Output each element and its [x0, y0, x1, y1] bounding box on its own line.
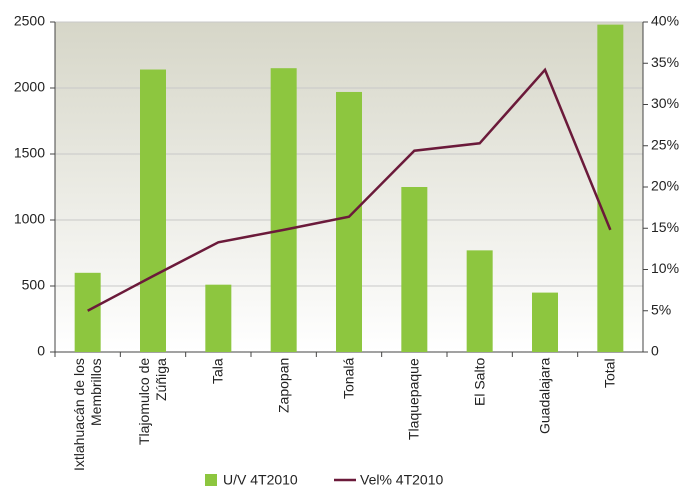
legend-label: U/V 4T2010: [223, 472, 298, 488]
x-tick-label: Zapopan: [275, 358, 292, 414]
y2-tick-label: 35%: [651, 54, 679, 70]
legend-swatch: [205, 474, 217, 486]
y2-tick-label: 0: [651, 343, 659, 359]
x-tick-label: Guadalajara: [536, 358, 553, 435]
line: [87, 67, 612, 312]
y-tick-label: 500: [22, 277, 46, 293]
y2-tick-label: 15%: [651, 219, 679, 235]
x-tick-label: Tala: [209, 358, 226, 384]
legend-label: Vel% 4T2010: [360, 472, 443, 488]
x-tick-label: Tlajomulco de Zúñiga: [136, 358, 169, 446]
bar: [532, 292, 558, 352]
bar: [336, 91, 362, 353]
y-tick-label: 1500: [14, 145, 45, 161]
y2-tick-label: 10%: [651, 260, 679, 276]
bar: [270, 68, 297, 352]
bar: [74, 272, 101, 352]
bar: [140, 69, 166, 353]
bar: [401, 187, 428, 352]
y-tick-label: 1000: [14, 211, 45, 227]
bar: [466, 250, 493, 352]
y2-tick-label: 5%: [651, 301, 671, 317]
y-tick-label: 0: [37, 343, 45, 359]
y2-tick-label: 40%: [651, 13, 679, 29]
y2-tick-label: 20%: [651, 178, 679, 194]
bar: [205, 284, 232, 352]
y2-tick-label: 25%: [651, 136, 679, 152]
y2-tick-label: 30%: [651, 95, 679, 111]
y-tick-label: 2500: [14, 13, 45, 29]
y-tick-label: 2000: [14, 79, 45, 95]
x-tick-label: El Salto: [471, 358, 488, 407]
x-tick-label: Ixtlahuacán de los Membrillos: [70, 358, 104, 471]
bar: [597, 24, 624, 352]
x-tick-label: Tlaquepaque: [405, 358, 422, 440]
x-tick-label: Tonalá: [340, 358, 357, 400]
x-tick-label: Total: [601, 358, 618, 388]
